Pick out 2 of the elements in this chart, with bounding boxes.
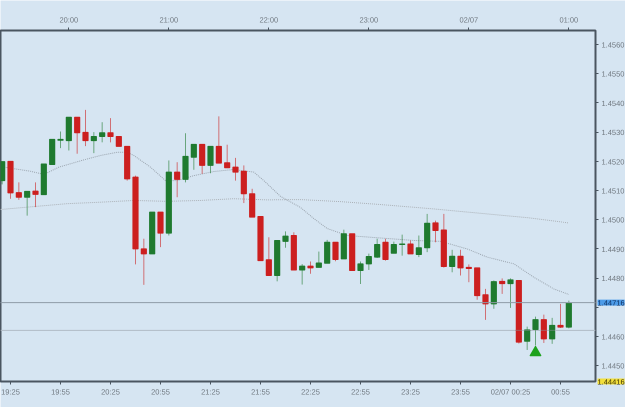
candlestick: [332, 242, 339, 262]
candlestick: [116, 136, 122, 147]
